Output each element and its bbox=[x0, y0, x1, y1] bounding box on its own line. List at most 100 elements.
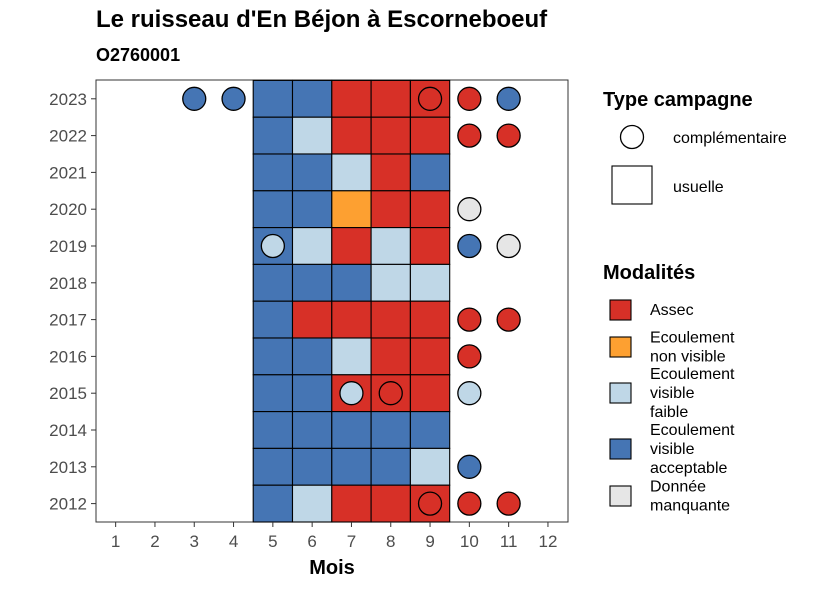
legend-label-complementaire: complémentaire bbox=[673, 130, 787, 147]
x-tick-label: 12 bbox=[538, 532, 557, 551]
y-tick-label: 2014 bbox=[49, 421, 87, 440]
usuelle-cell bbox=[409, 190, 451, 229]
usuelle-cell bbox=[252, 263, 294, 302]
usuelle-cell bbox=[291, 190, 333, 229]
x-tick-label: 11 bbox=[500, 532, 518, 551]
usuelle-cell bbox=[331, 227, 372, 265]
usuelle-cell bbox=[252, 411, 294, 449]
usuelle-cell bbox=[291, 116, 333, 155]
x-axis-title: Mois bbox=[309, 557, 355, 579]
usuelle-cell bbox=[409, 300, 451, 339]
y-tick-label: 2019 bbox=[49, 237, 87, 256]
complementaire-point bbox=[457, 344, 482, 369]
legend-label-usuelle: usuelle bbox=[673, 179, 724, 196]
complementaire-point bbox=[496, 233, 521, 259]
x-tick-label: 4 bbox=[229, 532, 238, 551]
complementaire-point bbox=[221, 86, 246, 111]
complementaire-point bbox=[339, 381, 364, 406]
usuelle-cell bbox=[252, 337, 294, 376]
usuelle-cell bbox=[252, 300, 294, 339]
chart-title: Le ruisseau d'En Béjon à Escorneboeuf bbox=[96, 6, 548, 33]
usuelle-cell bbox=[291, 300, 333, 339]
usuelle-cell bbox=[370, 153, 411, 192]
usuelle-cell bbox=[331, 153, 372, 192]
complementaire-point bbox=[457, 381, 482, 406]
x-tick-label: 6 bbox=[307, 532, 316, 551]
usuelle-cell bbox=[291, 484, 333, 523]
legend-label-modalite: acceptable bbox=[650, 460, 727, 477]
usuelle-cell bbox=[252, 484, 294, 523]
axes: 1 2 3 4 5 6 7 8 9 10 11 122012201320142015201620172… bbox=[49, 90, 557, 579]
legend: Type campagne complémentaire usuelle Modali… bbox=[603, 89, 787, 515]
usuelle-cell bbox=[252, 79, 294, 118]
usuelle-cell bbox=[409, 153, 451, 192]
chart-subtitle: O2760001 bbox=[96, 45, 181, 65]
usuelle-cell bbox=[331, 300, 372, 339]
usuelle-cell bbox=[331, 116, 372, 155]
usuelle-cell bbox=[331, 190, 372, 229]
usuelle-cell bbox=[252, 153, 294, 192]
usuelle-cell bbox=[370, 447, 411, 486]
usuelle-cell bbox=[409, 447, 451, 486]
y-tick-label: 2015 bbox=[49, 384, 87, 403]
x-tick-label: 1 bbox=[111, 532, 120, 551]
complementaire-point bbox=[496, 491, 521, 516]
legend-key-modalite bbox=[609, 485, 632, 507]
x-tick-label: 8 bbox=[386, 532, 395, 551]
y-tick-label: 2017 bbox=[49, 311, 87, 330]
legend-label-modalite: visible bbox=[650, 441, 695, 458]
usuelle-cell bbox=[370, 190, 411, 229]
usuelle-cell bbox=[331, 484, 372, 523]
complementaire-point bbox=[417, 491, 443, 516]
legend-label-modalite: Ecoulement bbox=[650, 330, 735, 347]
legend-label-modalite: Assec bbox=[650, 302, 694, 319]
y-tick-label: 2021 bbox=[49, 163, 87, 182]
legend-title-modalites: Modalités bbox=[603, 262, 695, 284]
usuelle-cell bbox=[291, 227, 333, 265]
complementaire-point bbox=[496, 123, 521, 148]
usuelle-cells bbox=[252, 79, 451, 523]
x-tick-label: 7 bbox=[347, 532, 356, 551]
x-tick-label: 3 bbox=[190, 532, 199, 551]
y-tick-label: 2012 bbox=[49, 495, 87, 514]
y-tick-label: 2013 bbox=[49, 458, 87, 477]
legend-key-complementaire bbox=[619, 124, 645, 150]
complementaire-point bbox=[457, 233, 482, 259]
x-tick-label: 2 bbox=[150, 532, 159, 551]
usuelle-cell bbox=[409, 227, 451, 265]
usuelle-cell bbox=[370, 337, 411, 376]
usuelle-cell bbox=[252, 374, 294, 413]
legend-label-modalite: Donnée bbox=[650, 479, 706, 496]
usuelle-cell bbox=[331, 411, 372, 449]
complementaire-point bbox=[457, 454, 482, 479]
legend-key-usuelle bbox=[611, 165, 653, 205]
complementaire-point bbox=[457, 491, 482, 516]
usuelle-cell bbox=[291, 79, 333, 118]
legend-key-modalite bbox=[609, 382, 632, 404]
legend-key-modalite bbox=[609, 299, 632, 321]
complementaire-point bbox=[378, 381, 403, 406]
legend-label-modalite: visible bbox=[650, 385, 695, 402]
usuelle-cell bbox=[291, 411, 333, 449]
usuelle-cell bbox=[252, 447, 294, 486]
y-tick-label: 2018 bbox=[49, 274, 87, 293]
x-tick-label: 9 bbox=[425, 532, 434, 551]
complementaire-point bbox=[260, 233, 286, 259]
legend-label-modalite: Ecoulement bbox=[650, 366, 735, 383]
x-tick-label: 5 bbox=[268, 532, 277, 551]
usuelle-cell bbox=[370, 484, 411, 523]
usuelle-cell bbox=[331, 447, 372, 486]
usuelle-cell bbox=[370, 227, 411, 265]
usuelle-cell bbox=[409, 116, 451, 155]
usuelle-cell bbox=[409, 79, 451, 118]
usuelle-cell bbox=[370, 300, 411, 339]
usuelle-cell bbox=[370, 263, 411, 302]
y-tick-label: 2023 bbox=[49, 90, 87, 109]
usuelle-cell bbox=[370, 79, 411, 118]
legend-title-type: Type campagne bbox=[603, 89, 753, 111]
usuelle-cell bbox=[291, 374, 333, 413]
usuelle-cell bbox=[409, 411, 451, 449]
usuelle-cell bbox=[291, 153, 333, 192]
y-tick-label: 2022 bbox=[49, 127, 87, 146]
